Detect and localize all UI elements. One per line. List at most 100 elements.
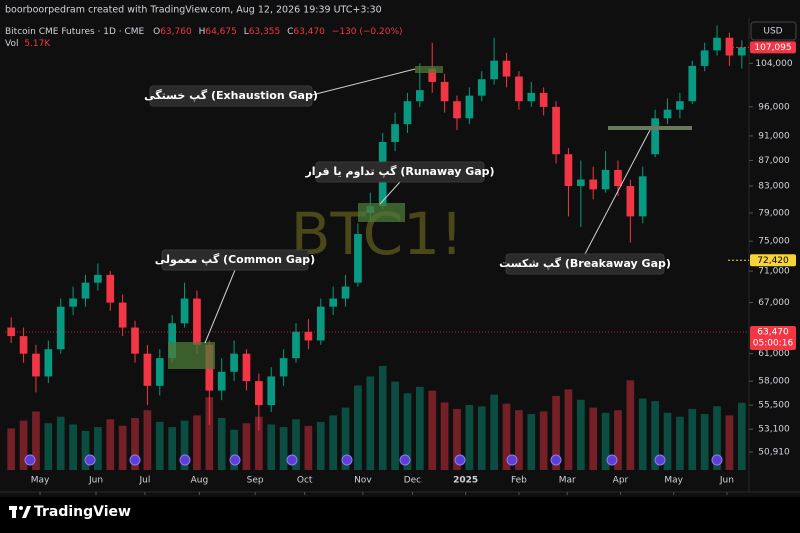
annotation-box [149, 85, 313, 107]
candle-body [155, 358, 164, 386]
x-tick-label: Jun [719, 476, 734, 486]
volume-bar [428, 390, 437, 470]
volume-bar [131, 418, 139, 470]
y-tick-label: 79,000 [758, 208, 790, 218]
candle-body [230, 353, 238, 372]
y-tick-label: 71,000 [758, 267, 790, 277]
candle-body [614, 169, 622, 187]
o-value: 63,760 [160, 27, 192, 37]
candle-body [143, 353, 152, 386]
c-label: C [287, 27, 293, 37]
volume-bar [7, 428, 16, 470]
credit: boorboorpedram created with TradingView.… [5, 5, 382, 16]
volume-bar [118, 425, 127, 470]
breakaway-gap [608, 126, 692, 130]
y-tick-label: 75,000 [758, 237, 790, 247]
x-tick-label: Oct [297, 476, 313, 486]
price-label: 72,420 [757, 256, 789, 266]
candle-body [552, 106, 560, 155]
price-label-box [750, 326, 796, 351]
candle-body [527, 92, 536, 102]
volume-bar [663, 412, 672, 470]
volume-bar [737, 402, 746, 470]
x-tick-label: Dec [404, 476, 421, 486]
volume-bar [94, 427, 102, 470]
candle-body [391, 124, 399, 142]
volume-bar [316, 421, 325, 470]
candle-body [316, 306, 325, 341]
candle-body [217, 371, 226, 391]
currency[interactable]: USD [763, 27, 782, 37]
candle-body [267, 376, 276, 406]
volume-bar [391, 381, 399, 470]
volume-bar [106, 419, 115, 470]
annotation: گپ شکست (Breakaway Gap) [499, 257, 671, 270]
volume-bar [168, 427, 177, 470]
event-icon [606, 454, 618, 466]
volume-bar [552, 395, 560, 470]
volume-bar [477, 406, 486, 470]
x-tick-label: Aug [191, 476, 209, 486]
volume-bar [589, 407, 598, 470]
event-icon [711, 454, 723, 466]
legend: Bitcoin CME Futures · 1D · CME O63,760 H… [5, 27, 403, 37]
candle-body [329, 298, 337, 307]
candle-body [713, 37, 721, 51]
volume-legend: Vol 5.17K [5, 39, 51, 49]
candle-body [440, 81, 449, 102]
h-value: 64,675 [205, 27, 237, 37]
candle-body [69, 298, 77, 307]
currency-button[interactable] [750, 21, 797, 41]
volume-bar [515, 410, 523, 470]
event-icon [129, 454, 141, 466]
volume-bar [403, 393, 412, 470]
logo-mark [19, 506, 23, 510]
volume-bar [366, 376, 375, 470]
change: −130 (−0.20%) [332, 27, 403, 37]
event-icon [506, 454, 518, 466]
y-tick-label: 87,000 [758, 156, 790, 166]
x-tick-label: Feb [511, 476, 527, 486]
candle-body [19, 336, 28, 354]
logo[interactable]: TradingView [9, 504, 131, 520]
event-icon [286, 454, 298, 466]
volume-bar [626, 380, 635, 470]
volume-bar [502, 403, 511, 470]
annotation-line [311, 68, 416, 96]
volume-bar [601, 412, 610, 470]
volume-bar [440, 402, 449, 470]
event-icon [84, 454, 96, 466]
annotation-box [161, 249, 309, 271]
event-icon [24, 454, 36, 466]
c-value: 63,470 [293, 27, 325, 37]
x-tick-label: Mar [559, 476, 576, 486]
volume-bar [56, 416, 65, 470]
x-tick-label: Jun [88, 476, 103, 486]
volume-bar [304, 425, 313, 470]
y-tick-label: 55,500 [758, 401, 790, 411]
x-tick-label: May [31, 476, 50, 486]
candle-body [255, 381, 263, 406]
price-label-box [750, 254, 796, 267]
runaway-gap [358, 203, 405, 222]
x-tick-label: Nov [354, 476, 372, 486]
vol-value: 5.17K [24, 39, 51, 49]
candle-body [725, 37, 734, 56]
volume-bar [638, 398, 647, 470]
event-icon [399, 454, 411, 466]
event-icon [229, 454, 241, 466]
l-label: L [244, 27, 249, 37]
volume-bar [267, 424, 276, 470]
volume-bar [676, 416, 684, 470]
candle-body [663, 109, 672, 119]
volume-bar [688, 408, 697, 470]
event-icon [654, 454, 666, 466]
volume-bar [651, 401, 659, 470]
annotation-line [204, 269, 236, 344]
volume-bar [230, 429, 238, 470]
volume-bar [69, 424, 77, 470]
x-tick-label: Sep [247, 476, 264, 486]
volume-bar [378, 366, 387, 470]
x-tick-label: Apr [613, 476, 629, 486]
